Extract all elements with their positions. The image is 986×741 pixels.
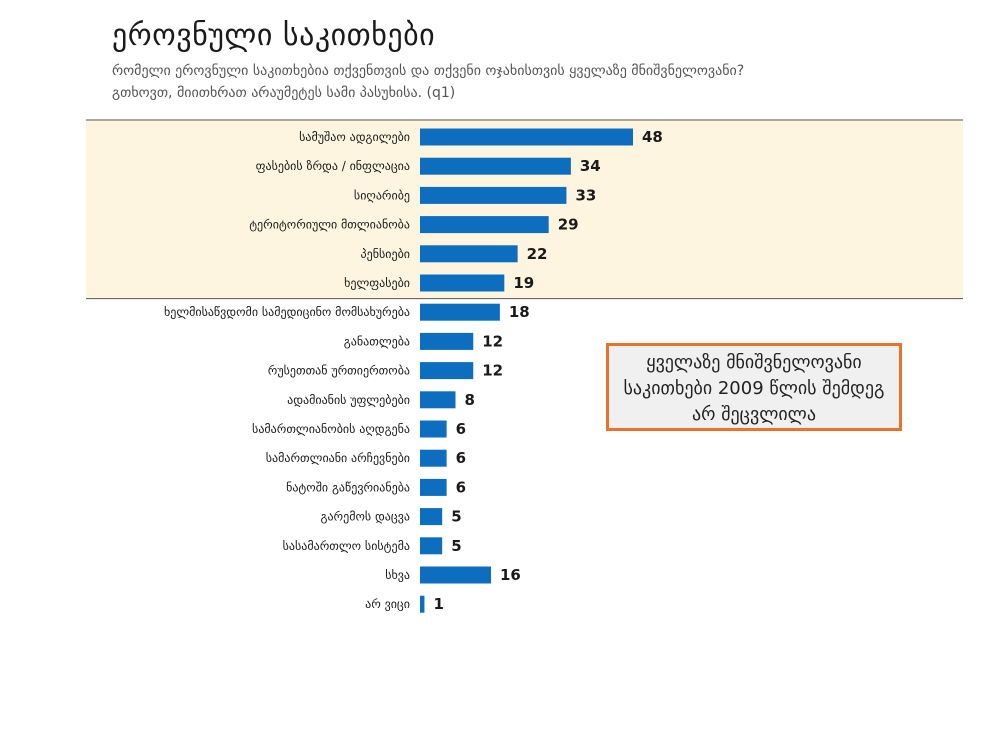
value-label: 29: [558, 216, 579, 234]
category-label: არ ვიცი: [365, 597, 410, 611]
value-label: 16: [500, 566, 521, 584]
bar: [420, 186, 567, 204]
category-label: სამართლიანი არჩევნები: [266, 451, 410, 465]
bar: [420, 595, 425, 613]
value-label: 5: [451, 537, 461, 555]
bar: [420, 449, 447, 467]
value-label: 33: [575, 186, 596, 204]
value-label: 6: [456, 420, 466, 438]
highlight-band: [86, 120, 963, 299]
value-label: 6: [456, 449, 466, 467]
value-label: 34: [580, 157, 601, 175]
value-label: 48: [642, 128, 663, 146]
value-label: 5: [451, 508, 461, 526]
bar: [420, 303, 500, 321]
bar: [420, 362, 474, 380]
bar: [420, 508, 443, 526]
category-label: ხელფასები: [344, 276, 410, 290]
category-label: სხვა: [385, 568, 410, 582]
category-label: ტერიტორიული მთლიანობა: [249, 218, 410, 232]
bar: [420, 391, 456, 409]
value-label: 6: [456, 478, 466, 496]
category-label: ნატოში გაწევრიანება: [286, 480, 410, 494]
category-label: რუსეთთან ურთიერთობა: [268, 364, 410, 378]
value-label: 12: [482, 332, 503, 350]
chart-subtitle: რომელი ეროვნული საკითხებია თქვენთვის და …: [112, 63, 745, 101]
category-label: განათლება: [344, 334, 410, 348]
chart-title: ეროვნული საკითხები: [112, 18, 436, 53]
category-label: ადამიანის უფლებები: [287, 393, 410, 407]
bar: [420, 245, 518, 263]
value-label: 8: [465, 391, 475, 409]
category-label: ხელმისაწვდომი სამედიცინო მომსახურება: [164, 305, 410, 319]
bar: [420, 216, 549, 234]
category-label: გარემოს დაცვა: [320, 510, 410, 524]
bar: [420, 274, 505, 292]
category-label: პენსიები: [361, 247, 410, 261]
category-label: სიღარიბე: [354, 188, 410, 202]
value-label: 1: [433, 595, 443, 613]
callout-box: ყველაზე მნიშვნელოვანი საკითხები 2009 წლი…: [606, 343, 902, 431]
value-label: 19: [513, 274, 534, 292]
bar: [420, 478, 447, 496]
bar: [420, 420, 447, 438]
bar: [420, 128, 633, 146]
bar: [420, 157, 571, 175]
value-label: 12: [482, 362, 503, 380]
category-label: სასამართლო სისტემა: [283, 539, 410, 553]
category-label: სამუშაო ადგილები: [299, 130, 410, 144]
value-label: 18: [509, 303, 530, 321]
bar: [420, 332, 474, 350]
bar: [420, 537, 443, 555]
category-label: სამართლიანობის აღდგენა: [252, 422, 410, 436]
value-label: 22: [527, 245, 548, 263]
category-label: ფასების ზრდა / ინფლაცია: [256, 159, 410, 173]
bar: [420, 566, 491, 584]
